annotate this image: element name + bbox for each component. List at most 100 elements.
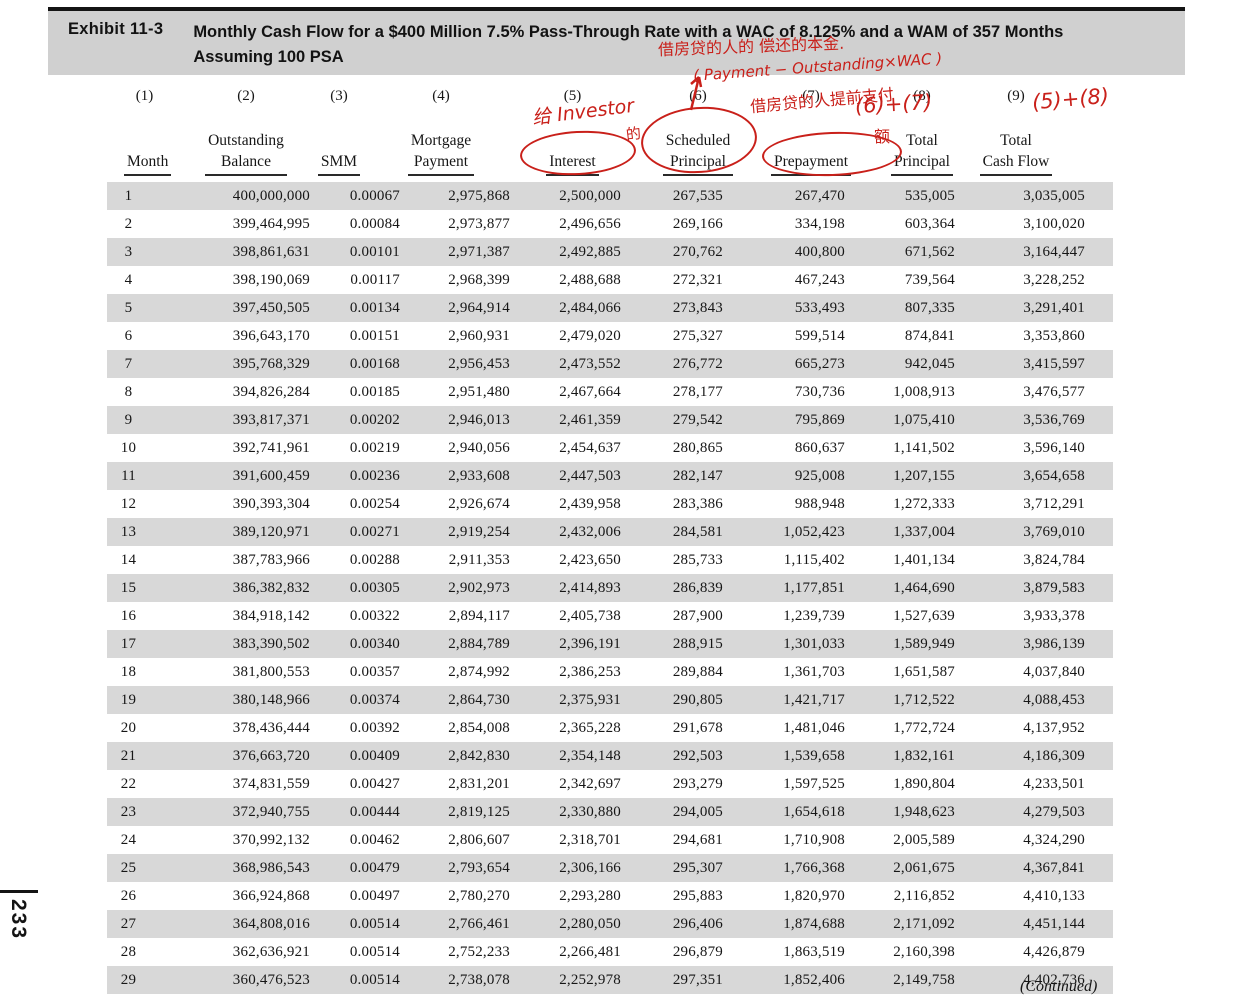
- table-cell: 4,402,736: [957, 966, 1113, 994]
- table-cell: 0.00067: [312, 182, 402, 210]
- table-cell: 398,190,069: [232, 271, 310, 288]
- table-cell: 15: [107, 574, 150, 602]
- column-header-month: Month: [124, 151, 172, 176]
- table-cell: 2,479,020: [559, 327, 621, 344]
- table-cell: 3,824,784: [1023, 551, 1085, 568]
- table-cell: 2,831,201: [448, 775, 510, 792]
- table-cell: 2,454,637: [559, 439, 621, 456]
- table-cell: 399,464,995: [232, 215, 310, 232]
- table-cell: 1,527,639: [893, 607, 955, 624]
- table-cell: 1,890,804: [893, 775, 955, 792]
- table-cell: 1,239,739: [783, 607, 845, 624]
- table-cell: 11: [107, 462, 150, 490]
- table-cell: 0.00305: [312, 574, 402, 602]
- table-cell: 7: [107, 350, 150, 378]
- table-cell: 1,710,908: [783, 831, 845, 848]
- table-cell: 2,306,166: [512, 854, 623, 882]
- table-cell: 4,088,453: [957, 686, 1113, 714]
- table-cell: 364,808,016: [150, 910, 312, 938]
- table-cell: 10: [120, 439, 137, 456]
- table-cell: 3,353,860: [1023, 327, 1085, 344]
- table-cell: 2,330,880: [512, 798, 623, 826]
- table-row: 1 400,000,000 0.00067 2,975,868 2,500,000 267…: [107, 182, 1113, 210]
- table-cell: 295,307: [623, 854, 725, 882]
- table-row: 9 393,817,371 0.00202 2,946,013 2,461,359 279…: [107, 406, 1113, 434]
- table-cell: 295,883: [672, 887, 723, 904]
- table-cell: 2,405,738: [559, 607, 621, 624]
- exhibit-label: Exhibit 11-3: [68, 20, 164, 38]
- table-cell: 0.00101: [312, 238, 402, 266]
- table-cell: 4,410,133: [1023, 887, 1085, 904]
- table-cell: 275,327: [672, 327, 723, 344]
- table-cell: 3,228,252: [1023, 271, 1085, 288]
- table-cell: 0.00236: [312, 462, 402, 490]
- table-row: 26 366,924,868 0.00497 2,780,270 2,293,280 29…: [107, 882, 1113, 910]
- exhibit-title-line2: Assuming 100 PSA: [193, 48, 344, 66]
- table-cell: 2,919,254: [402, 518, 512, 546]
- table-cell: 389,120,971: [150, 518, 312, 546]
- table-cell: 24: [120, 831, 137, 848]
- table-cell: 366,924,868: [232, 887, 310, 904]
- table-cell: 2,902,973: [402, 574, 512, 602]
- table-cell: 2,884,789: [402, 630, 512, 658]
- table-cell: 16: [120, 607, 137, 624]
- table-cell: 1,481,046: [783, 719, 845, 736]
- cashflow-table: (1) (2) (3) (4) (5) (6) (7) (8) (9) Mont…: [107, 86, 1113, 994]
- table-cell: 2,116,852: [893, 887, 955, 904]
- table-cell: 287,900: [672, 607, 723, 624]
- table-cell: 0.00254: [349, 495, 400, 512]
- table-cell: 334,198: [794, 215, 845, 232]
- table-cell: 370,992,132: [232, 831, 310, 848]
- table-cell: 391,600,459: [150, 462, 312, 490]
- table-row: 17 383,390,502 0.00340 2,884,789 2,396,191 28…: [107, 630, 1113, 658]
- table-cell: 2,447,503: [512, 462, 623, 490]
- column-header-interest: Interest: [546, 151, 599, 176]
- table-cell: 665,273: [725, 350, 847, 378]
- table-cell: 26: [120, 887, 137, 904]
- table-cell: 0.00134: [312, 294, 402, 322]
- table-row: 21 376,663,720 0.00409 2,842,830 2,354,148 29…: [107, 742, 1113, 770]
- table-cell: 3,291,401: [957, 294, 1113, 322]
- table-cell: 392,741,961: [232, 439, 310, 456]
- table-cell: 1,772,724: [893, 719, 955, 736]
- table-cell: 1,852,406: [725, 966, 847, 994]
- table-cell: 2,738,078: [402, 966, 512, 994]
- column-number: (7): [802, 88, 820, 104]
- table-cell: 2,061,675: [847, 854, 957, 882]
- table-cell: 2,940,056: [448, 439, 510, 456]
- table-cell: 29: [107, 966, 150, 994]
- table-cell: 860,637: [794, 439, 845, 456]
- table-cell: 1,401,134: [893, 551, 955, 568]
- table-cell: 2,171,092: [847, 910, 957, 938]
- table-cell: 0.00084: [349, 215, 400, 232]
- exhibit-title-line1: Monthly Cash Flow for a $400 Million 7.5…: [193, 23, 1064, 41]
- table-cell: 290,805: [623, 686, 725, 714]
- table-cell: 874,841: [904, 327, 955, 344]
- table-cell: 293,279: [672, 775, 723, 792]
- table-cell: 3,654,658: [957, 462, 1113, 490]
- table-cell: 0.00374: [312, 686, 402, 714]
- table-cell: 2,819,125: [402, 798, 512, 826]
- table-cell: 4: [124, 271, 133, 288]
- table-cell: 1,863,519: [783, 943, 845, 960]
- table-cell: 0.00271: [312, 518, 402, 546]
- table-cell: 1,008,913: [893, 383, 955, 400]
- table-cell: 387,783,966: [232, 551, 310, 568]
- table-cell: 368,986,543: [150, 854, 312, 882]
- table-cell: 386,382,832: [150, 574, 312, 602]
- table-cell: 2,461,359: [512, 406, 623, 434]
- table-cell: 396,643,170: [232, 327, 310, 344]
- table-row: 11 391,600,459 0.00236 2,933,608 2,447,503 28…: [107, 462, 1113, 490]
- table-cell: 4,367,841: [957, 854, 1113, 882]
- table-cell: 0.00392: [349, 719, 400, 736]
- table-cell: 4,037,840: [1023, 663, 1085, 680]
- table-cell: 19: [107, 686, 150, 714]
- table-row: 15 386,382,832 0.00305 2,902,973 2,414,893 28…: [107, 574, 1113, 602]
- table-cell: 3,035,005: [957, 182, 1113, 210]
- column-number: (4): [432, 88, 450, 104]
- table-cell: 394,826,284: [232, 383, 310, 400]
- table-cell: 2,500,000: [512, 182, 623, 210]
- table-cell: 2,956,453: [402, 350, 512, 378]
- table-cell: 2,280,050: [512, 910, 623, 938]
- table-cell: 2,973,877: [448, 215, 510, 232]
